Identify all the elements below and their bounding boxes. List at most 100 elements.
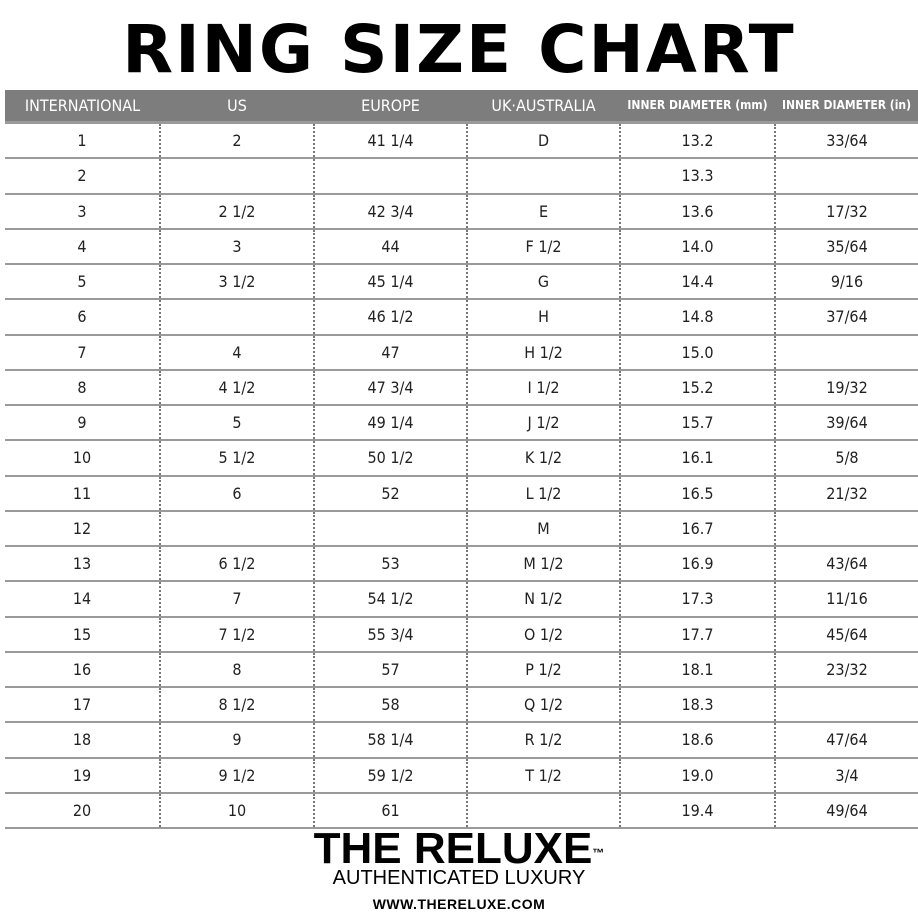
cell-us: 2 [160,121,315,160]
table-row: 9 5 49 1/4 J 1/2 15.7 39/64 [5,405,918,442]
cell-us: 8 1/2 [160,687,315,724]
cell-inner-diameter-mm: 19.0 [620,757,776,794]
cell-uk-australia: I 1/2 [467,369,621,407]
table-row: 4 3 44 F 1/2 14.0 35/64 [5,228,918,266]
cell-uk-australia: H [467,299,621,336]
cell-inner-diameter-mm: 18.1 [620,651,776,689]
cell-us: 9 1/2 [160,757,315,794]
cell-us: 2 1/2 [160,193,315,230]
table-row: 7 4 47 H 1/2 15.0 [5,334,918,371]
cell-inner-diameter-mm: 14.4 [620,264,776,301]
table-row: 19 9 1/2 59 1/2 T 1/2 19.0 3/4 [5,757,918,794]
cell-inner-diameter-in: 3/4 [775,757,918,794]
cell-inner-diameter-in: 23/32 [775,651,918,689]
cell-international: 15 [5,616,161,653]
cell-us: 5 1/2 [160,440,315,477]
cell-europe [314,510,468,548]
cell-international: 4 [5,228,161,266]
header-us: US [160,90,314,123]
table-header-row: INTERNATIONAL US EUROPE UK·AUSTRALIA INN… [5,90,918,123]
cell-inner-diameter-in: 19/32 [775,369,918,407]
cell-international: 9 [5,405,161,442]
cell-international: 2 [5,158,161,195]
cell-inner-diameter-mm: 16.7 [620,510,776,548]
cell-international: 11 [5,475,161,512]
cell-us: 4 1/2 [160,369,315,407]
cell-europe: 47 [314,334,468,371]
brand-name: THE RELUXE [313,824,593,873]
cell-europe: 47 3/4 [314,369,468,407]
cell-inner-diameter-mm: 15.7 [620,405,776,442]
cell-us: 8 [160,651,315,689]
cell-europe: 49 1/4 [314,405,468,442]
cell-uk-australia: K 1/2 [467,440,621,477]
cell-inner-diameter-mm: 16.5 [620,475,776,512]
cell-international: 17 [5,687,161,724]
cell-inner-diameter-in: 49/64 [775,792,918,830]
brand-logo: THE RELUXE™ [0,826,918,872]
cell-inner-diameter-in: 33/64 [775,121,918,160]
cell-inner-diameter-mm: 18.6 [620,722,776,759]
cell-inner-diameter-mm: 14.0 [620,228,776,266]
page-title: RING SIZE CHART [122,11,796,88]
header-uk-australia: UK·AUSTRALIA [467,90,620,123]
table-row: 12 M 16.7 [5,510,918,548]
table-row: 17 8 1/2 58 Q 1/2 18.3 [5,687,918,724]
cell-us: 5 [160,405,315,442]
cell-uk-australia: J 1/2 [467,405,621,442]
cell-international: 10 [5,440,161,477]
cell-international: 16 [5,651,161,689]
cell-uk-australia [467,158,621,195]
cell-europe: 44 [314,228,468,266]
table-row: 15 7 1/2 55 3/4 O 1/2 17.7 45/64 [5,616,918,653]
cell-uk-australia: M [467,510,621,548]
cell-inner-diameter-in: 11/16 [775,581,918,618]
trademark: ™ [592,846,605,860]
cell-inner-diameter-mm: 16.9 [620,546,776,583]
cell-us: 4 [160,334,315,371]
cell-uk-australia: G [467,264,621,301]
cell-inner-diameter-in [775,510,918,548]
table-row: 18 9 58 1/4 R 1/2 18.6 47/64 [5,722,918,759]
cell-inner-diameter-in: 5/8 [775,440,918,477]
cell-europe: 59 1/2 [314,757,468,794]
cell-inner-diameter-in [775,334,918,371]
cell-international: 5 [5,264,161,301]
table-row: 6 46 1/2 H 14.8 37/64 [5,299,918,336]
cell-us: 3 1/2 [160,264,315,301]
cell-europe: 58 [314,687,468,724]
table-row: 11 6 52 L 1/2 16.5 21/32 [5,475,918,512]
cell-international: 7 [5,334,161,371]
cell-inner-diameter-in: 37/64 [775,299,918,336]
cell-europe: 46 1/2 [314,299,468,336]
cell-us [160,299,315,336]
cell-inner-diameter-in: 47/64 [775,722,918,759]
cell-europe: 41 1/4 [314,121,468,160]
cell-uk-australia: H 1/2 [467,334,621,371]
cell-international: 19 [5,757,161,794]
table-row: 13 6 1/2 53 M 1/2 16.9 43/64 [5,546,918,583]
cell-uk-australia: F 1/2 [467,228,621,266]
ring-size-table: INTERNATIONAL US EUROPE UK·AUSTRALIA INN… [5,90,918,830]
brand-url: WWW.THERELUXE.COM [372,896,546,912]
cell-uk-australia: M 1/2 [467,546,621,583]
cell-us: 7 [160,581,315,618]
cell-uk-australia [467,792,621,830]
cell-europe: 53 [314,546,468,583]
cell-europe: 57 [314,651,468,689]
cell-inner-diameter-mm: 13.2 [620,121,776,160]
brand-tagline: AUTHENTICATED LUXURY [332,867,586,889]
table-row: 2 13.3 [5,158,918,195]
cell-inner-diameter-in [775,158,918,195]
cell-inner-diameter-mm: 17.7 [620,616,776,653]
brand-footer: THE RELUXE™ AUTHENTICATED LUXURY WWW.THE… [0,826,918,913]
cell-inner-diameter-mm: 18.3 [620,687,776,724]
cell-uk-australia: R 1/2 [467,722,621,759]
cell-inner-diameter-in: 17/32 [775,193,918,230]
cell-europe [314,158,468,195]
cell-inner-diameter-mm: 15.2 [620,369,776,407]
table-row: 10 5 1/2 50 1/2 K 1/2 16.1 5/8 [5,440,918,477]
cell-inner-diameter-mm: 14.8 [620,299,776,336]
cell-europe: 50 1/2 [314,440,468,477]
